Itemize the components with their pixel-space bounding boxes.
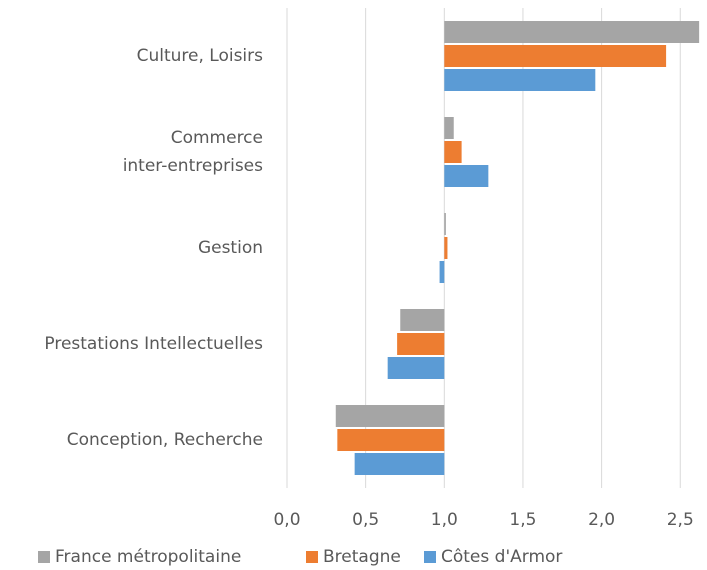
y-tick-label: Prestations Intellectuelles <box>44 334 263 354</box>
bar <box>444 69 596 91</box>
bar <box>444 45 667 67</box>
bar <box>444 21 700 43</box>
y-tick-label: Gestion <box>197 238 263 258</box>
x-tick-label: 0,5 <box>352 510 379 530</box>
bar <box>444 117 454 139</box>
bar <box>444 213 446 235</box>
x-tick-label: 2,0 <box>588 510 615 530</box>
y-tick-label: Culture, Loisirs <box>136 46 263 66</box>
legend-label: Côtes d'Armor <box>441 547 562 567</box>
legend-label: France métropolitaine <box>55 547 241 567</box>
y-tick-label: Conception, Recherche <box>66 430 263 450</box>
x-tick-label: 2,5 <box>667 510 694 530</box>
bar <box>444 141 462 163</box>
legend-swatch <box>306 551 318 563</box>
bar <box>337 429 445 451</box>
legend-swatch <box>38 551 50 563</box>
bar <box>444 237 448 259</box>
bar <box>354 453 445 475</box>
x-tick-label: 0,0 <box>273 510 300 530</box>
bar <box>397 333 445 355</box>
bar <box>444 165 489 187</box>
legend-label: Bretagne <box>323 547 401 567</box>
bar <box>387 357 445 379</box>
y-tick-label: Commerce inter-entreprises <box>122 128 263 176</box>
x-tick-label: 1,0 <box>431 510 458 530</box>
bar <box>400 309 445 331</box>
legend-swatch <box>424 551 436 563</box>
bar <box>335 405 445 427</box>
x-tick-label: 1,5 <box>509 510 536 530</box>
bar <box>439 261 445 283</box>
